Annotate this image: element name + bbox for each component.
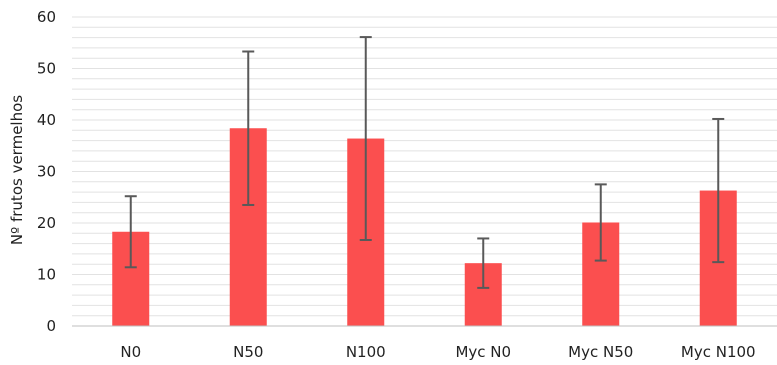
x-tick-label: Myc N50 (568, 343, 633, 361)
y-axis-title: Nº frutos vermelhos (8, 95, 26, 245)
y-tick-label: 50 (37, 60, 56, 78)
y-tick-label: 40 (37, 111, 56, 129)
x-tick-label: N0 (120, 343, 141, 361)
x-tick-label: Myc N100 (681, 343, 756, 361)
x-tick-labels: N0 N50 N100 Myc N0 Myc N50 Myc N100 (120, 343, 755, 361)
x-tick-label: N100 (346, 343, 386, 361)
error-bar (712, 117, 725, 264)
y-tick-label: 60 (37, 8, 56, 26)
error-bar (124, 195, 137, 269)
y-tick-label: 20 (37, 214, 56, 232)
error-bars (124, 36, 725, 289)
x-tick-label: Myc N0 (455, 343, 511, 361)
y-tick-labels: 0 10 20 30 40 50 60 (37, 8, 56, 335)
y-tick-label: 10 (37, 266, 56, 284)
error-bar (359, 36, 372, 241)
x-tick-label: N50 (233, 343, 263, 361)
error-bar (594, 183, 607, 262)
bars (112, 128, 737, 326)
gridlines (72, 16, 777, 317)
error-bar (477, 237, 490, 289)
error-bar (242, 50, 255, 206)
y-tick-label: 0 (46, 317, 56, 335)
y-tick-label: 30 (37, 163, 56, 181)
